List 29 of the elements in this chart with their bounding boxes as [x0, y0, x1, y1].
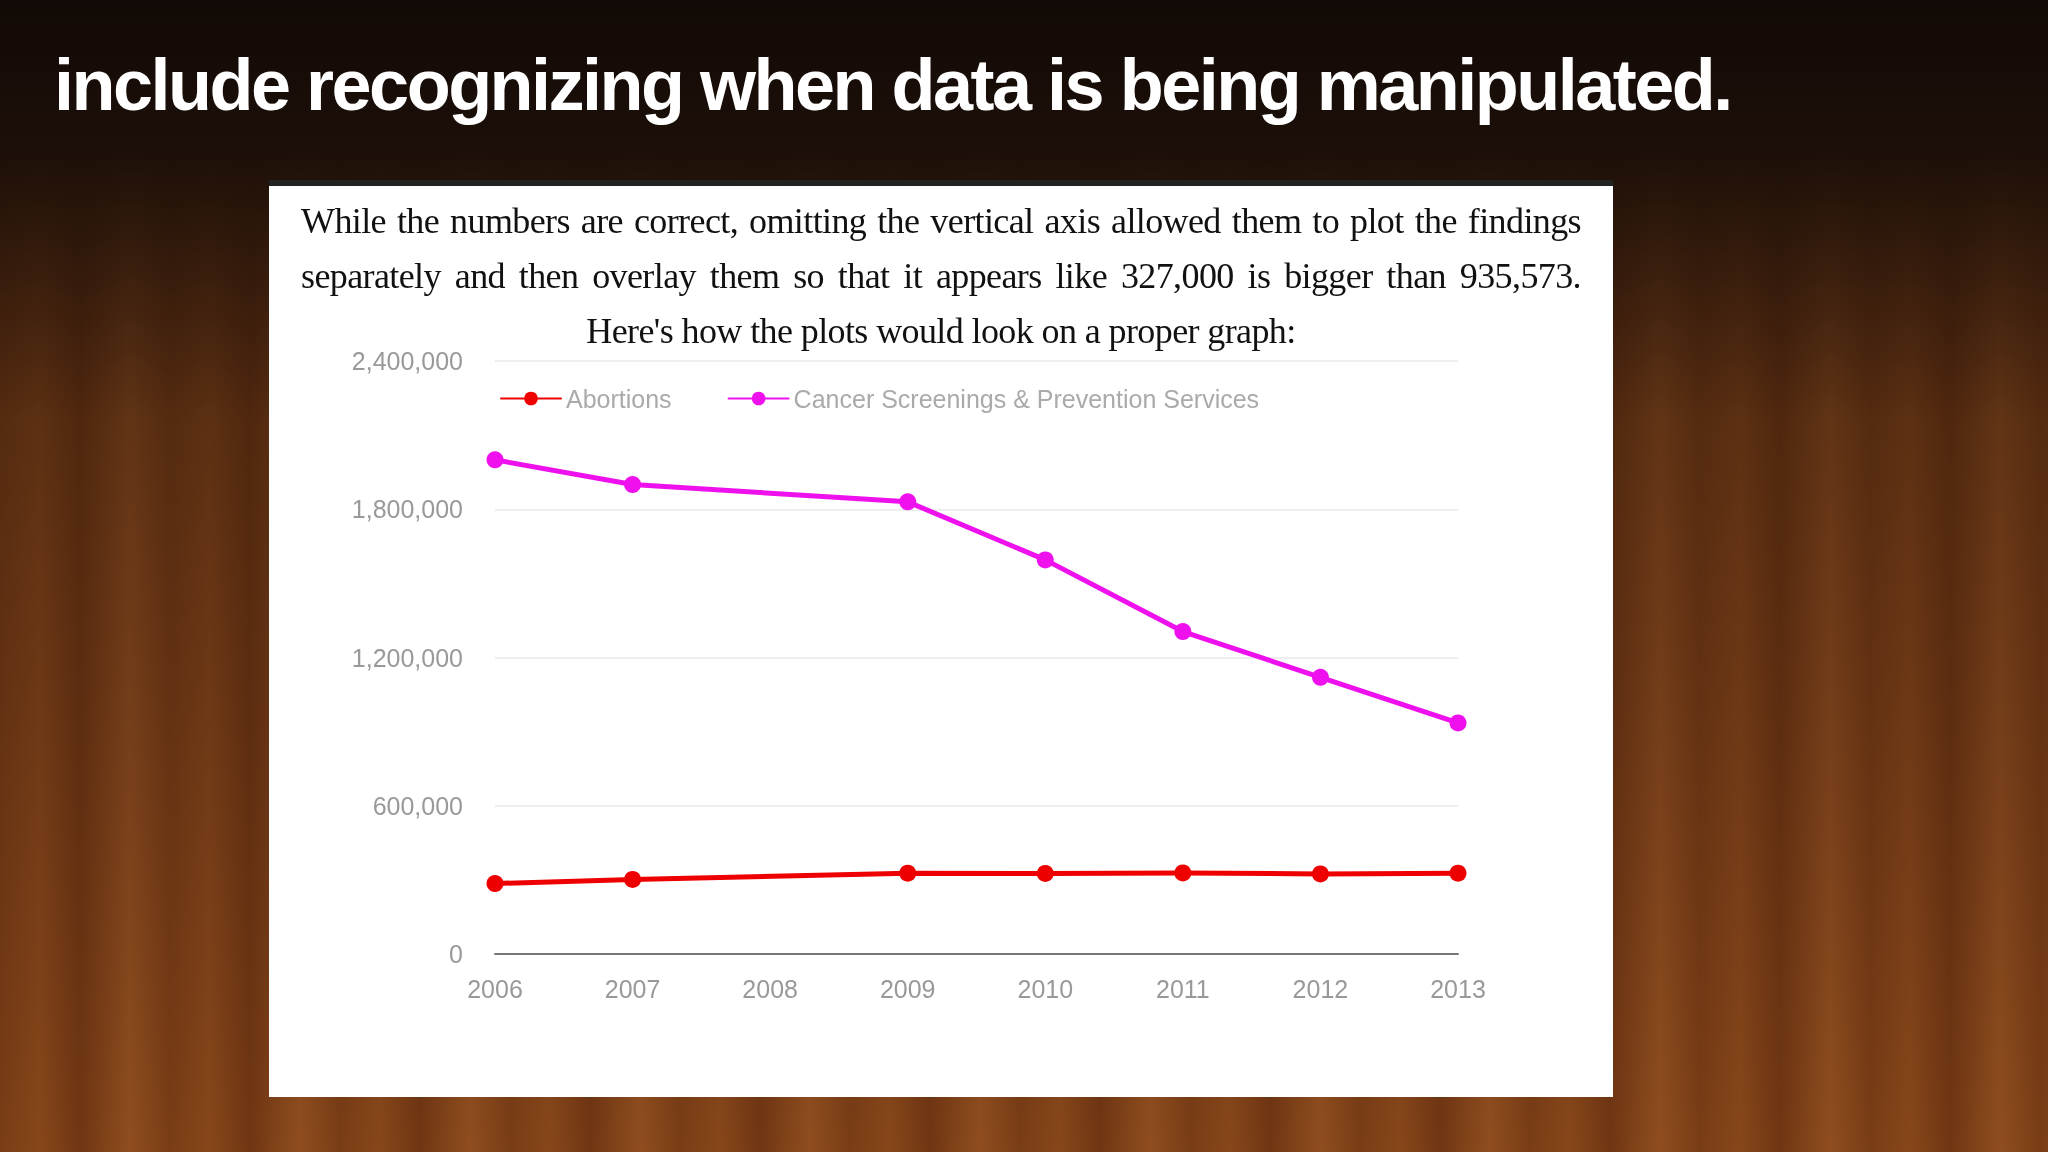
point	[486, 875, 504, 893]
point	[1449, 714, 1467, 732]
chart-title: include recognizing when data is being manipulated.	[54, 44, 1731, 127]
point	[1311, 865, 1329, 883]
x-tick-label: 2008	[742, 974, 798, 1003]
x-tick-label: 2013	[1430, 974, 1486, 1003]
point	[1174, 623, 1192, 641]
point	[1311, 668, 1329, 686]
x-tick-label: 2010	[1017, 974, 1074, 1003]
point	[486, 451, 504, 469]
point	[624, 476, 642, 494]
legend-label: Abortions	[566, 384, 672, 413]
x-tick-label: 2011	[1155, 974, 1210, 1003]
y-tick-label: 0	[449, 940, 463, 968]
y-tick-label: 1,800,000	[351, 495, 463, 524]
point	[1036, 864, 1054, 882]
point	[1174, 864, 1192, 882]
legend-label: Cancer Screenings & Prevention Services	[793, 384, 1260, 413]
point	[1449, 864, 1467, 882]
x-tick-label: 2012	[1292, 974, 1349, 1003]
point	[899, 493, 917, 511]
y-tick-label: 1,200,000	[351, 643, 463, 672]
y-tick-label: 600,000	[372, 791, 463, 820]
x-tick-label: 2006	[467, 974, 523, 1003]
point	[1036, 551, 1054, 569]
x-tick-label: 2007	[604, 974, 661, 1003]
point	[899, 864, 917, 882]
point	[624, 870, 642, 888]
x-tick-label: 2009	[879, 974, 936, 1003]
